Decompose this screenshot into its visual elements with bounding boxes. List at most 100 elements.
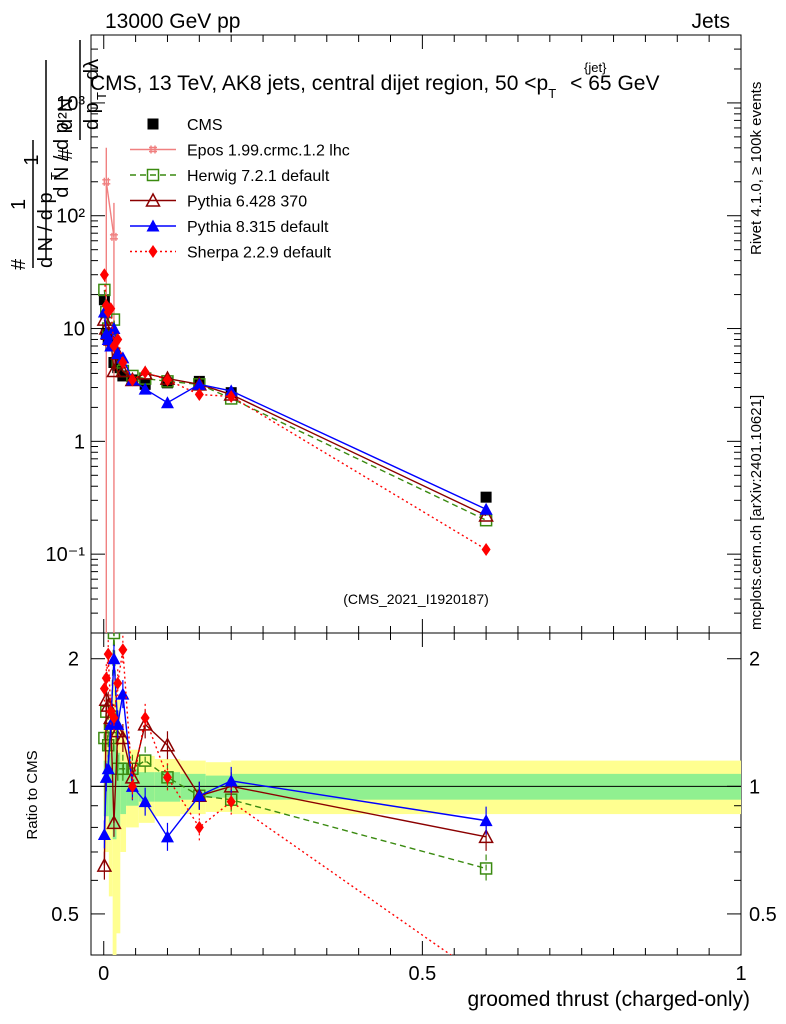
series-line-herwig — [103, 289, 487, 521]
legend-item-epos: Epos 1.99.crmc.1.2 lhc — [130, 143, 350, 160]
y-label-hash-1: # — [8, 258, 30, 270]
ratio-point-pythia6 — [96, 857, 113, 872]
series-pythia6 — [96, 311, 494, 522]
ratio-point-pythia6 — [478, 828, 494, 844]
series-line-pythia6 — [103, 319, 487, 517]
ratio-point-sherpa — [113, 676, 123, 690]
ratio-point-pythia6 — [159, 737, 176, 752]
point-pythia8 — [160, 396, 174, 409]
main-y-tick-label: 10 — [63, 319, 85, 341]
ratio-point-herwig — [479, 862, 493, 875]
legend-marker-data — [147, 118, 159, 130]
ratio-point-sherpa — [109, 711, 119, 725]
ratio-point-pythia8 — [101, 762, 115, 775]
ratio-point-herwig — [101, 738, 115, 752]
analysis-tag: (CMS_2021_I1920187) — [343, 591, 489, 607]
main-y-axis-label: 1 d N / d p — [21, 60, 73, 260]
ratio-point-pythia6 — [98, 691, 115, 707]
point-sherpa — [99, 268, 109, 282]
ratio-uncertainty-band — [91, 678, 741, 955]
plot-title-sup: {jet} — [584, 60, 607, 75]
band-inner-segment — [120, 762, 127, 815]
ratio-point-pythia8 — [111, 717, 125, 730]
point-pythia8 — [107, 322, 121, 335]
header-left: 13000 GeV pp — [105, 10, 240, 33]
ratio-point-sherpa — [226, 795, 236, 809]
ratio-point-sherpa — [118, 643, 128, 657]
side-label-bottom: mcplots.cern.ch [arXiv:2401.10621] — [748, 395, 765, 630]
ratio-point-pythia6 — [106, 814, 122, 830]
main-y-tick-label: 1 — [74, 431, 85, 453]
ratio-point-sherpa — [162, 770, 172, 784]
legend-marker-epos — [149, 145, 157, 154]
y-label-frac-bottom: d N / d p — [35, 192, 57, 268]
ratio-point-pythia8 — [192, 789, 206, 802]
legend: CMS Epos 1.99.crmc.1.2 lhc Herwig 7.2.1 de… — [130, 117, 350, 262]
point-pythia6 — [115, 362, 131, 378]
ratio-y-tick-label: 0.5 — [51, 904, 79, 926]
plot-title: CMS, 13 TeV, AK8 jets, central dijet reg… — [90, 72, 659, 101]
series-pythia8 — [97, 305, 493, 515]
ratio-point-sherpa — [140, 711, 150, 725]
legend-marker-pythia6 — [145, 192, 161, 207]
ratio-point-sherpa — [103, 647, 113, 661]
ratio-point-pythia8 — [160, 830, 174, 843]
ratio-series-sherpa — [99, 635, 453, 955]
ratio-point-herwig — [138, 754, 152, 767]
x-tick-label: 0.5 — [408, 963, 436, 985]
ratio-point-pythia6 — [115, 729, 131, 745]
legend-label-pythia8: Pythia 8.315 default — [187, 219, 329, 236]
x-tick-label: 0 — [98, 963, 109, 985]
point-pythia8 — [192, 377, 206, 390]
plot-title-main: CMS, 13 TeV, AK8 jets, central dijet reg… — [90, 72, 548, 95]
point-herwig — [98, 283, 111, 297]
ratio-point-sherpa — [99, 682, 109, 696]
point-pythia6 — [478, 507, 494, 522]
y-label-num-1: 1 — [21, 154, 43, 165]
ratio-point-herwig — [107, 633, 121, 640]
point-sherpa — [106, 302, 116, 316]
point-sherpa — [481, 542, 491, 556]
legend-marker-pythia8 — [146, 219, 160, 232]
y-label-d2n-bottom: d p — [81, 102, 103, 130]
y-label-hash-2: # — [55, 148, 77, 160]
plot-title-sub: T — [548, 86, 556, 101]
ratio-point-pythia8 — [99, 770, 113, 783]
series-line-epos — [105, 181, 115, 237]
legend-item-pythia6: Pythia 6.428 370 — [130, 192, 307, 211]
ratio-point-pythia8 — [479, 814, 493, 827]
ratio-point-pythia8 — [107, 652, 121, 665]
header-right: Jets — [691, 10, 730, 33]
main-y-tick-label: 10² — [56, 206, 85, 228]
series-line-pythia8 — [103, 311, 487, 510]
legend-label-sherpa: Sherpa 2.2.9 default — [187, 245, 332, 262]
main-y-tick-label: 10⁻¹ — [46, 544, 86, 566]
legend-label-data: CMS — [187, 117, 223, 134]
ratio-point-sherpa — [194, 820, 204, 834]
y-label-frac-top: 1 — [8, 199, 30, 210]
legend-item-herwig: Herwig 7.2.1 default — [130, 168, 330, 185]
ratio-series-herwig — [98, 633, 493, 883]
x-tick-label: 1 — [735, 963, 746, 985]
legend-marker-herwig — [146, 168, 160, 182]
point-data — [480, 491, 492, 503]
main-y-tick-label: 10³ — [56, 93, 85, 115]
plot-title-end: < 65 GeV — [570, 72, 659, 95]
y-label-d2n-lambda: dλ — [81, 59, 103, 80]
legend-item-pythia8: Pythia 8.315 default — [130, 219, 329, 236]
y-label-d2n-top: d²N — [55, 98, 77, 130]
ratio-point-herwig — [116, 762, 130, 776]
ratio-point-pythia8 — [138, 795, 152, 808]
ratio-point-pythia8 — [224, 774, 238, 787]
ratio-plot-layer — [96, 633, 494, 955]
legend-label-herwig: Herwig 7.2.1 default — [187, 168, 330, 185]
point-sherpa — [127, 373, 137, 387]
point-epos — [109, 232, 118, 241]
y-label-den-1: d N / d p — [51, 122, 73, 198]
point-sherpa — [113, 332, 123, 346]
point-sherpa — [194, 388, 204, 402]
point-sherpa — [118, 355, 128, 369]
main-plot-layer — [96, 147, 494, 633]
legend-marker-sherpa — [148, 245, 158, 258]
